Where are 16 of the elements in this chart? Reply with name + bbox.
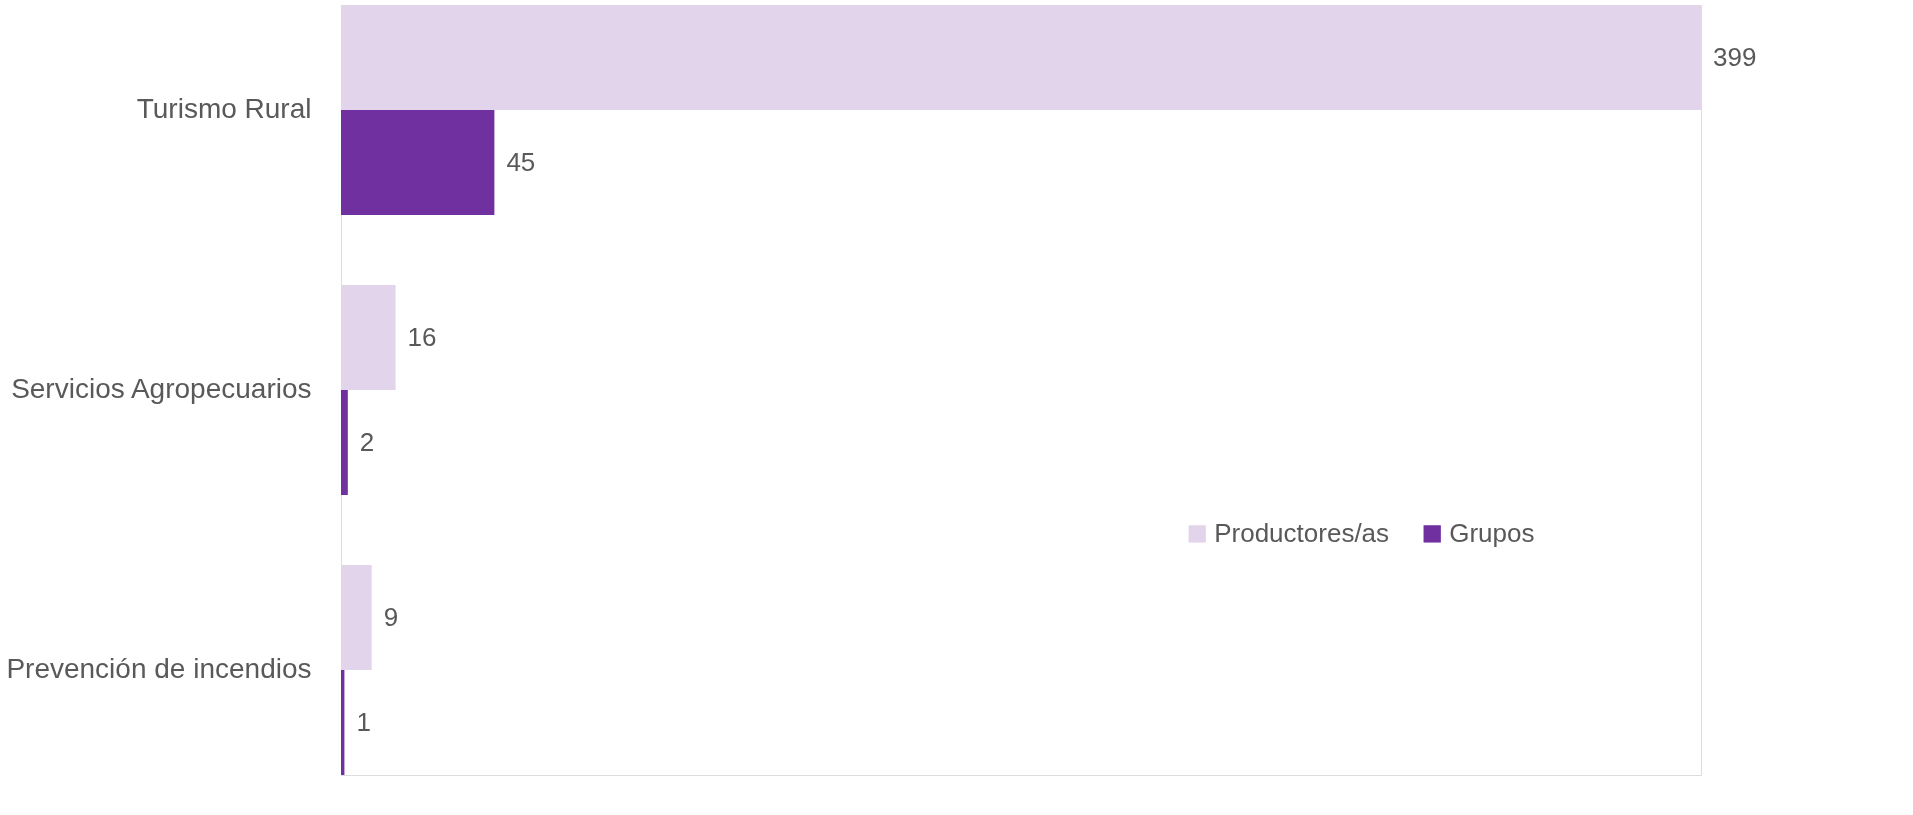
data-label: 16 bbox=[407, 321, 437, 352]
y-tick-label: Prevención de incendios bbox=[6, 653, 312, 684]
bar bbox=[341, 390, 348, 495]
data-label: 399 bbox=[1713, 41, 1757, 72]
data-label: 1 bbox=[356, 706, 371, 737]
y-tick-label: Turismo Rural bbox=[136, 93, 312, 124]
bar bbox=[341, 285, 396, 390]
legend-label: Grupos bbox=[1449, 517, 1535, 548]
data-label: 2 bbox=[359, 426, 375, 457]
bar bbox=[341, 110, 495, 215]
bar bbox=[341, 565, 372, 670]
y-tick-label: Servicios Agropecuarios bbox=[11, 373, 312, 404]
data-label: 9 bbox=[383, 601, 399, 632]
legend-label: Productores/as bbox=[1214, 517, 1390, 548]
data-label: 45 bbox=[506, 146, 536, 177]
bar bbox=[341, 5, 1701, 110]
